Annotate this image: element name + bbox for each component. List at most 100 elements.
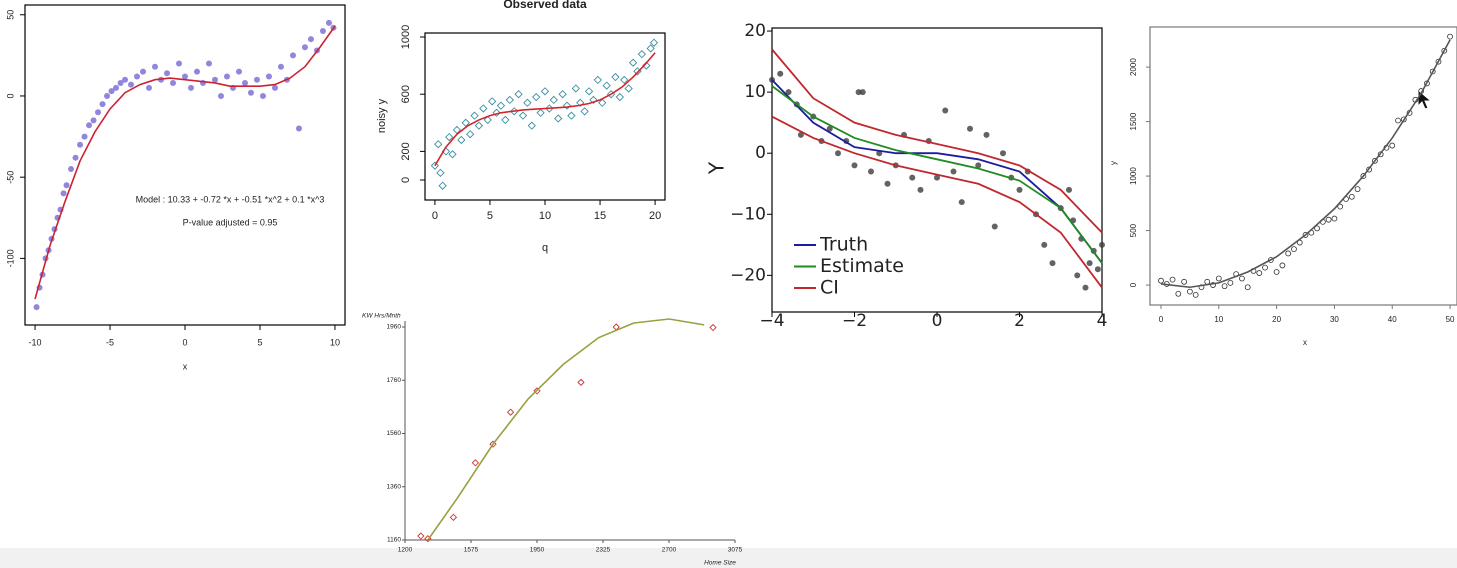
point [271, 84, 278, 91]
point [289, 52, 296, 59]
x-tick-label: 2 [1014, 311, 1025, 331]
point [1192, 291, 1199, 298]
point [1066, 186, 1072, 193]
x-tick-label: 5 [487, 210, 493, 222]
x-tick-label: 20 [1272, 315, 1281, 324]
point [909, 174, 916, 181]
x-tick-label: 1950 [530, 547, 545, 554]
x-tick-label: 10 [539, 210, 551, 222]
x-tick-label: 20 [649, 210, 661, 222]
point [1279, 262, 1286, 269]
point [518, 111, 528, 120]
point [307, 36, 314, 43]
legend-label: Truth [819, 234, 868, 256]
point [523, 98, 532, 107]
point [562, 101, 572, 110]
point [580, 107, 589, 116]
point [33, 304, 40, 311]
series-line [771, 79, 1103, 264]
point [571, 84, 580, 93]
point [489, 440, 497, 448]
point [934, 174, 940, 181]
point [1016, 186, 1023, 193]
series-line [771, 85, 1103, 264]
point [466, 130, 475, 139]
y-tick-label: 1000 [1129, 167, 1138, 185]
point [868, 168, 874, 175]
point [436, 168, 445, 177]
point [851, 162, 858, 169]
point [72, 154, 79, 161]
point [855, 89, 862, 96]
point [826, 125, 833, 132]
x-tick-label: 5 [257, 337, 262, 347]
point [122, 76, 129, 83]
y-tick-label: 0 [5, 93, 15, 98]
point [584, 87, 594, 96]
point [479, 104, 488, 113]
point [319, 27, 326, 34]
point [77, 141, 84, 148]
x-tick-label: 2700 [662, 547, 677, 554]
point [835, 150, 841, 157]
point [1395, 117, 1401, 124]
point [602, 81, 611, 90]
point [170, 79, 177, 86]
point [620, 75, 629, 85]
point [1325, 216, 1332, 223]
point [217, 92, 224, 99]
point [991, 223, 998, 230]
x-tick-label: 10 [330, 337, 340, 347]
point [958, 199, 965, 206]
point [1377, 151, 1384, 158]
point [1441, 47, 1448, 54]
point [1389, 142, 1396, 149]
point [567, 111, 576, 120]
point [205, 60, 212, 67]
y-axis-label: noisy y [376, 98, 388, 133]
point [1082, 284, 1089, 291]
point [492, 108, 501, 117]
point [1000, 150, 1006, 157]
point [471, 459, 480, 467]
point [1094, 266, 1101, 273]
x-tick-label: -5 [106, 337, 114, 347]
x-tick-label: 2325 [596, 547, 611, 554]
point [104, 92, 111, 99]
point [785, 89, 792, 96]
x-tick-label: 1575 [464, 547, 479, 554]
point [1186, 288, 1193, 295]
x-tick-label: 0 [182, 337, 187, 347]
y-axis-label: y [1109, 161, 1118, 165]
point [496, 101, 506, 110]
point [859, 89, 866, 96]
point [1227, 279, 1234, 286]
point [1210, 282, 1216, 288]
plot-frame [24, 4, 346, 326]
fit-line [434, 52, 656, 167]
point [505, 95, 514, 105]
point [1331, 215, 1338, 222]
chart-title: Observed data [503, 0, 587, 11]
point [532, 92, 541, 102]
point [1360, 173, 1367, 179]
point [1041, 241, 1048, 248]
y-tick-label: 0 [755, 143, 766, 163]
point [577, 378, 585, 387]
point [128, 81, 135, 88]
point [975, 162, 982, 169]
point [589, 95, 598, 105]
y-tick-label: 0 [1129, 282, 1138, 287]
y-tick-label: 1500 [1129, 112, 1138, 130]
annotation: Model : 10.33 + -0.72 *x + -0.51 *x^2 + … [136, 194, 325, 204]
y-tick-label: 500 [1129, 223, 1138, 237]
point [325, 19, 332, 26]
point [549, 95, 558, 105]
point [193, 68, 200, 75]
point [1049, 260, 1056, 267]
point [474, 121, 484, 130]
point [1314, 225, 1320, 232]
